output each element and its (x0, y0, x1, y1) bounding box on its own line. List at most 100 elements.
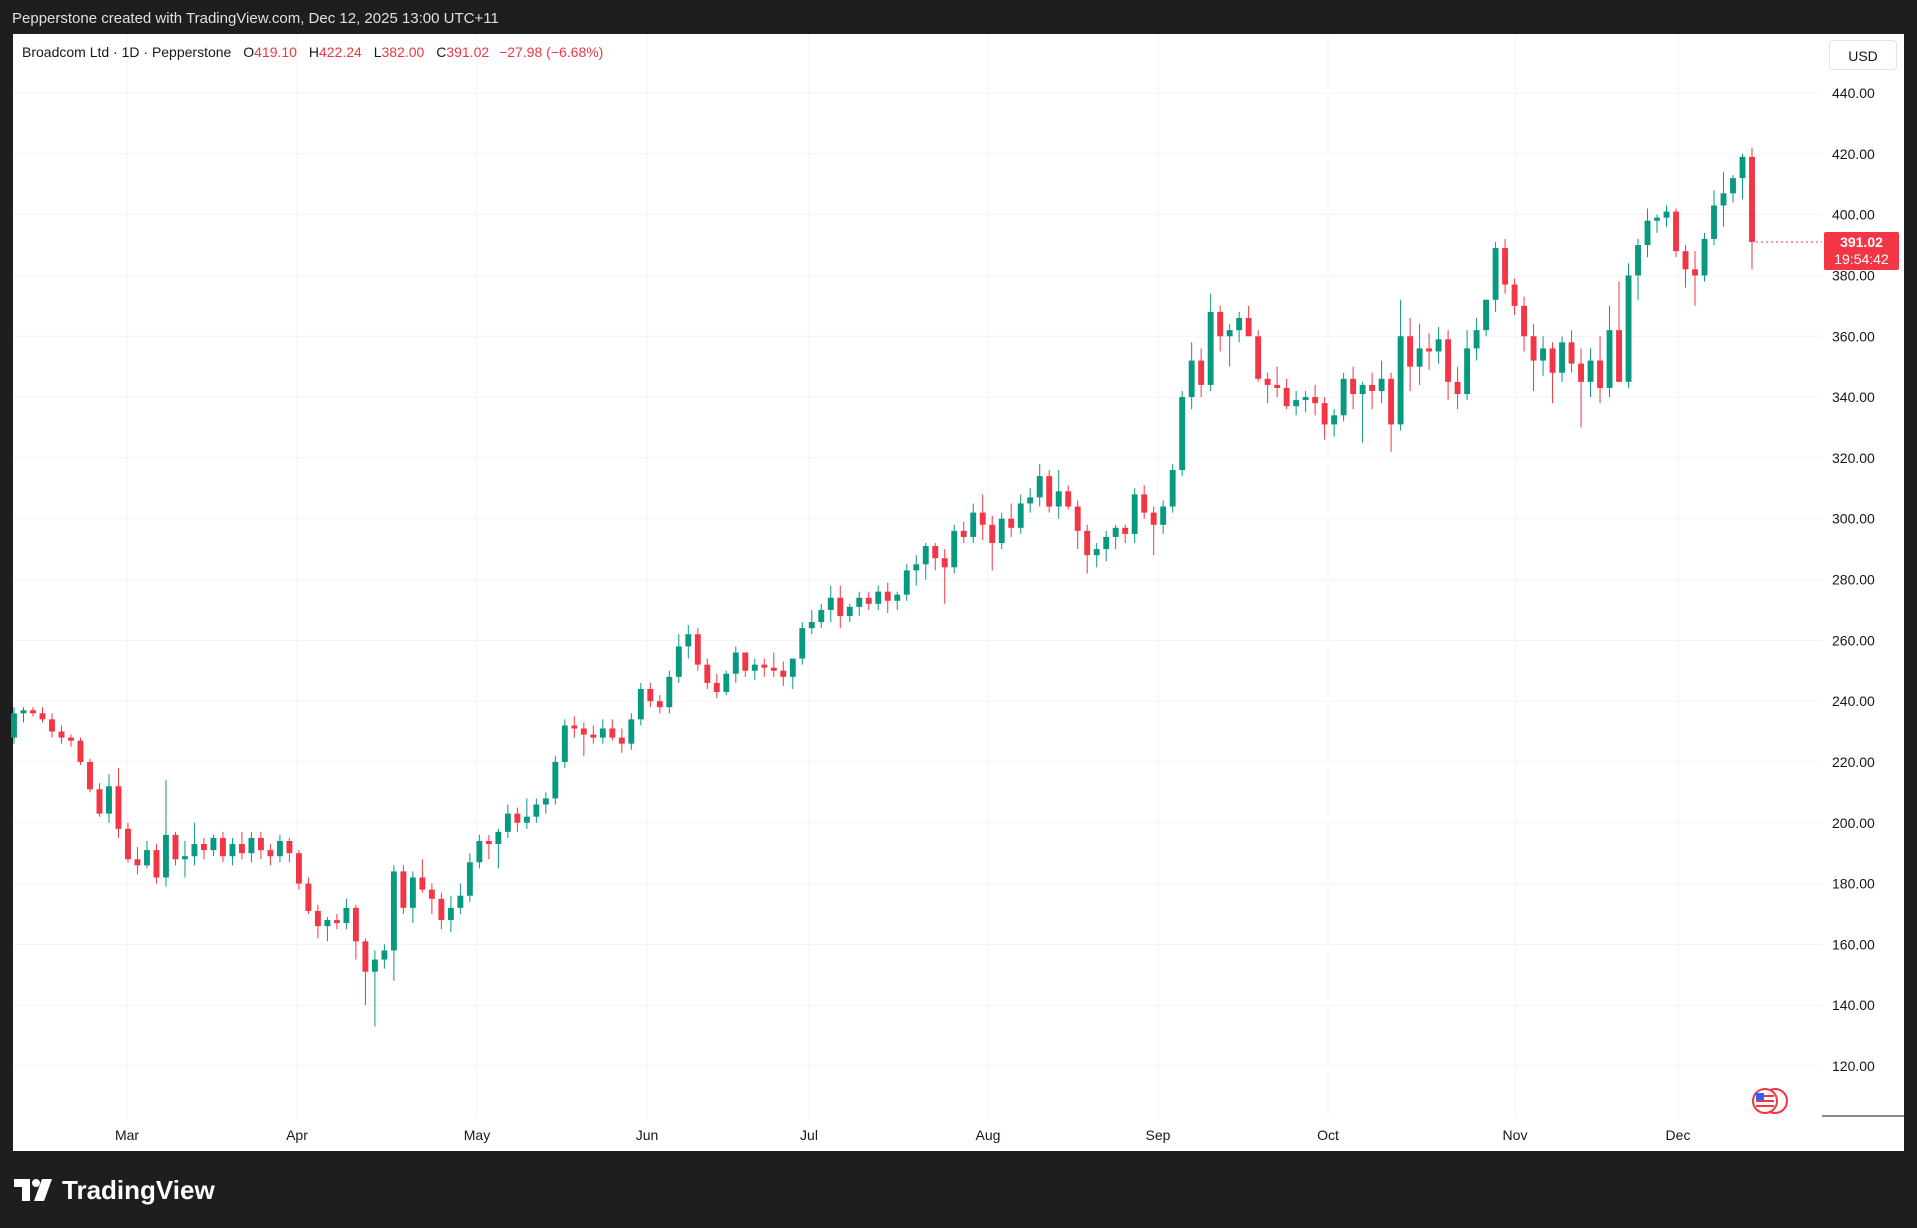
candle-body (20, 710, 27, 714)
candle-body (276, 840, 283, 857)
candle-body (590, 734, 597, 738)
candle-body (865, 597, 872, 604)
candle-body (390, 871, 397, 951)
logo-text: TradingView (62, 1174, 215, 1205)
y-tick-label: 380.00 (1832, 267, 1875, 283)
y-tick-label: 440.00 (1832, 85, 1875, 101)
candle-body (1226, 330, 1233, 337)
candle-body (694, 634, 701, 665)
candle-body (58, 731, 65, 738)
candle-body (400, 871, 407, 908)
candle-body (1635, 245, 1641, 276)
candle-body (39, 713, 46, 720)
x-tick-label: Oct (1317, 1127, 1339, 1143)
candle-body (1036, 476, 1043, 498)
candle-body (1369, 384, 1376, 391)
candle-body (571, 725, 578, 729)
candle-body (1692, 269, 1698, 276)
candle-body (457, 895, 464, 908)
candle-body (238, 844, 245, 854)
candle-body (1255, 336, 1262, 379)
candle-body (1103, 536, 1110, 550)
candle-body (219, 837, 226, 857)
candle-body (770, 667, 777, 671)
candles (11, 147, 1822, 1027)
symbol-name[interactable]: Broadcom Ltd · 1D · Pepperstone (22, 44, 232, 60)
candle-body (324, 920, 331, 927)
candle-body (1122, 527, 1129, 534)
candle-body (495, 831, 502, 845)
high-value: 422.24 (318, 44, 362, 60)
us-flag-icon[interactable] (1751, 1086, 1789, 1116)
candle-body (1530, 336, 1537, 361)
y-tick-label: 240.00 (1832, 693, 1875, 709)
candle-body (1217, 311, 1224, 337)
candle-body (1008, 518, 1015, 528)
candle-body (1388, 378, 1395, 425)
candle-body (561, 725, 568, 762)
candle-body (1606, 330, 1613, 388)
close-value: 391.02 (446, 44, 490, 60)
candle-body (305, 883, 312, 911)
candle-body (362, 941, 369, 972)
x-tick-label: Apr (286, 1127, 308, 1143)
candle-body (191, 844, 198, 857)
candle-body (1673, 211, 1679, 252)
candle-body (998, 518, 1005, 544)
tradingview-logo[interactable]: TradingView (14, 1175, 215, 1205)
x-tick-label: Sep (1146, 1127, 1171, 1143)
y-tick-label: 200.00 (1832, 815, 1875, 831)
candle-body (1426, 348, 1433, 352)
candle-body (580, 728, 587, 735)
y-tick-label: 140.00 (1832, 997, 1875, 1013)
candle-body (1492, 248, 1499, 300)
currency-button[interactable]: USD (1829, 40, 1897, 70)
candle-body (780, 670, 787, 677)
x-tick-label: May (464, 1127, 490, 1143)
candle-body (343, 907, 350, 924)
candle-body (913, 564, 920, 571)
candle-body (799, 628, 806, 659)
candle-body (1511, 284, 1518, 306)
candle-body (1302, 397, 1309, 401)
candle-body (106, 786, 112, 814)
candle-body (1663, 211, 1670, 218)
bar-countdown: 19:54:42 (1834, 251, 1889, 267)
candle-body (286, 840, 293, 854)
candle-body (144, 850, 150, 866)
y-tick-label: 320.00 (1832, 450, 1875, 466)
candle-body (1644, 220, 1651, 246)
candle-body (1435, 339, 1442, 352)
candle-body (182, 856, 188, 860)
x-tick-label: Aug (976, 1127, 1001, 1143)
candle-body (1616, 330, 1622, 382)
candle-body (751, 664, 758, 671)
y-tick-label: 180.00 (1832, 876, 1875, 892)
candle-body (1245, 318, 1252, 337)
candle-body (1654, 217, 1660, 221)
candle-body (314, 910, 321, 927)
chart-panel[interactable] (13, 34, 1904, 1151)
candle-body (1445, 339, 1452, 382)
candle-body (96, 789, 103, 814)
candle-body (1559, 342, 1565, 373)
candle-body (1521, 305, 1528, 337)
candle-body (11, 713, 17, 738)
symbol-legend[interactable]: Broadcom Ltd · 1D · Pepperstone O419.10 … (22, 44, 603, 60)
candle-body (1720, 193, 1727, 206)
candle-body (1454, 381, 1461, 395)
candle-body (989, 524, 996, 544)
candle-body (1416, 348, 1423, 367)
candle-body (837, 597, 844, 616)
candle-body (333, 920, 340, 924)
axes: 440.00 420.00 400.00 380.00 360.00 340.00 320.… (115, 85, 1904, 1143)
candle-body (599, 728, 606, 738)
candle-body (1141, 494, 1148, 513)
candle-body (1312, 397, 1319, 404)
last-price-tag: 391.02 19:54:42 (1824, 232, 1899, 270)
candle-body (77, 740, 84, 762)
candle-body (1112, 527, 1119, 537)
candle-body (846, 606, 853, 616)
candle-body (1682, 251, 1689, 270)
